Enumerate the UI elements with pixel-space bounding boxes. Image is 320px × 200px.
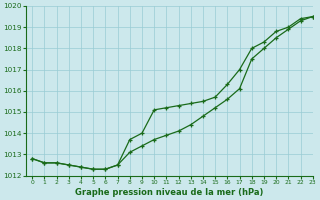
X-axis label: Graphe pression niveau de la mer (hPa): Graphe pression niveau de la mer (hPa) bbox=[75, 188, 264, 197]
